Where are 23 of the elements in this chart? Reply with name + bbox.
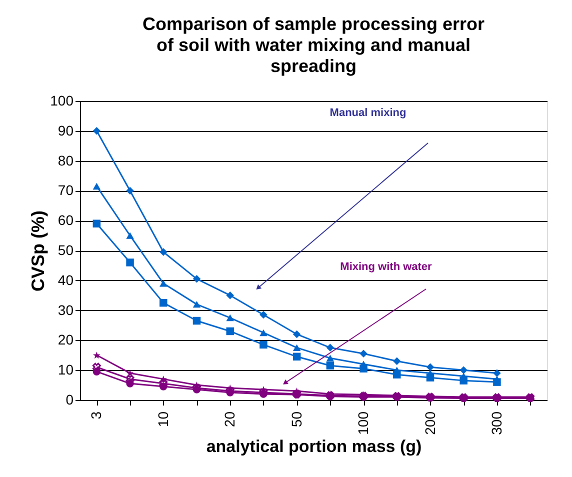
- annotation: Manual mixing: [330, 107, 406, 119]
- y-tick-label: 40: [58, 272, 74, 288]
- x-tick-label: 20: [222, 411, 238, 428]
- x-tick-label: 3: [88, 411, 104, 420]
- x-tick-label: 200: [422, 411, 438, 435]
- chart-title: Comparison of sample processing error of soil with water mixing and manual spreading: [142, 14, 485, 76]
- y-tick-label: 0: [66, 392, 74, 408]
- y-tick-label: 100: [50, 92, 74, 108]
- y-tick-label: 10: [58, 362, 74, 378]
- y-tick-label: 90: [58, 122, 74, 138]
- y-tick-label: 50: [58, 242, 74, 258]
- x-tick-label: 300: [488, 411, 504, 435]
- y-tick-label: 30: [58, 302, 74, 318]
- x-tick-label: 10: [154, 411, 171, 428]
- x-tick-label: 50: [288, 411, 304, 428]
- x-axis-title: analytical portion mass (g): [206, 436, 422, 456]
- y-tick-label: 80: [58, 152, 74, 168]
- y-tick-label: 60: [58, 212, 74, 228]
- y-tick-label: 70: [58, 182, 74, 198]
- y-axis-title: CVSp (%): [28, 210, 48, 292]
- annotation: Mixing with water: [340, 261, 433, 273]
- y-tick-label: 20: [58, 332, 74, 348]
- x-tick-label: 100: [355, 411, 372, 435]
